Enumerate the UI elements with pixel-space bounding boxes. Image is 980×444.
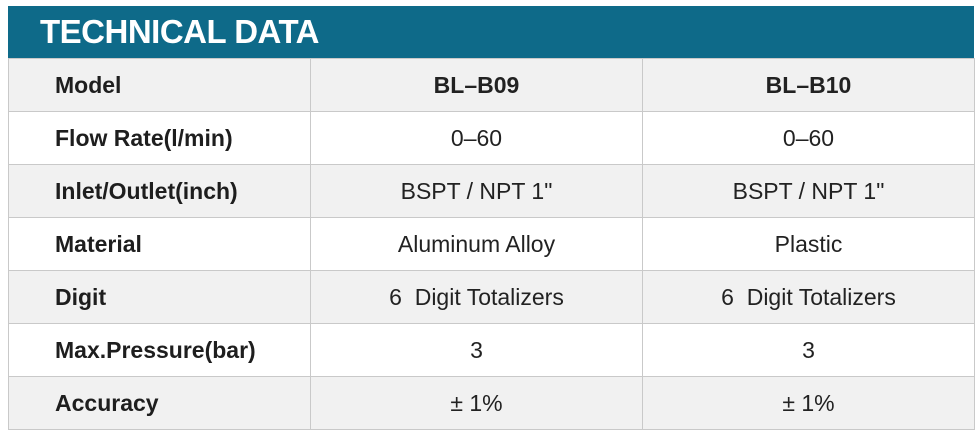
cell: 0–60 [642,111,975,165]
spec-table: Model BL–B09 BL–B10 Flow Rate(l/min) 0–60 0–6… [8,58,975,430]
table-row: Model BL–B09 BL–B10 [8,58,975,112]
row-label: Inlet/Outlet(inch) [8,164,311,218]
cell: Aluminum Alloy [310,217,643,271]
table-row: Inlet/Outlet(inch) BSPT / NPT 1" BSPT / NP… [8,164,975,218]
row-label: Flow Rate(l/min) [8,111,311,165]
cell: BL–B09 [310,58,643,112]
row-label: Material [8,217,311,271]
table-row: Max.Pressure(bar) 3 3 [8,323,975,377]
row-label: Accuracy [8,376,311,430]
row-label: Digit [8,270,311,324]
cell: Plastic [642,217,975,271]
title: TECHNICAL DATA [40,13,319,50]
cell: ± 1% [310,376,643,430]
cell: 6 Digit Totalizers [310,270,643,324]
cell: 0–60 [310,111,643,165]
cell: ± 1% [642,376,975,430]
cell: BL–B10 [642,58,975,112]
row-label: Max.Pressure(bar) [8,323,311,377]
table-row: Digit 6 Digit Totalizers 6 Digit Totalizer… [8,270,975,324]
table-row: Accuracy ± 1% ± 1% [8,376,975,430]
table-row: Flow Rate(l/min) 0–60 0–60 [8,111,975,165]
row-label: Model [8,58,311,112]
cell: BSPT / NPT 1" [642,164,975,218]
cell: 3 [642,323,975,377]
table-row: Material Aluminum Alloy Plastic [8,217,975,271]
cell: 6 Digit Totalizers [642,270,975,324]
title-bar [8,6,974,58]
cell: BSPT / NPT 1" [310,164,643,218]
cell: 3 [310,323,643,377]
